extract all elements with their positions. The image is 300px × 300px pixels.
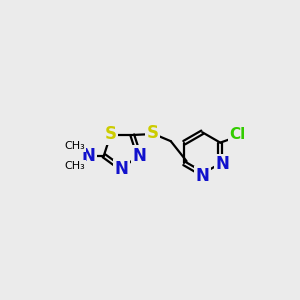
Text: N: N xyxy=(133,147,147,165)
Text: N: N xyxy=(216,155,230,173)
Text: CH₃: CH₃ xyxy=(64,141,85,151)
Text: N: N xyxy=(115,160,128,178)
Text: Cl: Cl xyxy=(229,128,245,142)
Text: S: S xyxy=(104,125,116,143)
Text: CH₃: CH₃ xyxy=(64,161,85,171)
Text: S: S xyxy=(146,124,158,142)
Text: N: N xyxy=(82,147,95,165)
Text: N: N xyxy=(195,167,209,185)
